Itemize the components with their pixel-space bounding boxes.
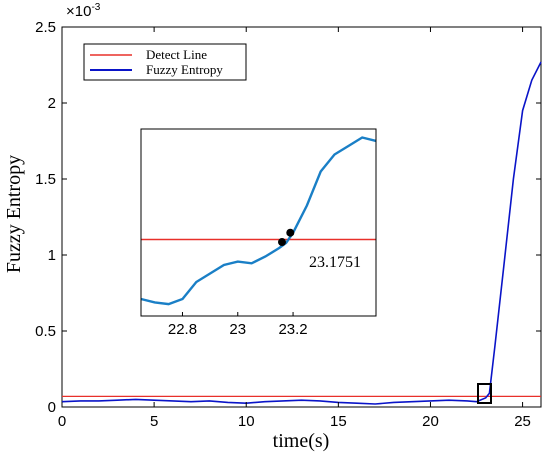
y-tick-label: 2 <box>48 95 56 112</box>
legend: Detect Line Fuzzy Entropy <box>83 43 247 81</box>
legend-fuzzy-entropy-label: Fuzzy Entropy <box>146 62 223 77</box>
y-tick-label: 0.5 <box>35 323 56 340</box>
x-tick-label: 20 <box>422 413 439 430</box>
y-tick-label: 1.5 <box>35 171 56 188</box>
inset-x-tick-label: 22.8 <box>168 321 197 338</box>
x-tick-label: 5 <box>150 413 158 430</box>
zoom-region-box <box>477 383 492 404</box>
main-plot-area: 0 5 10 15 20 25 0 0.5 1 1.5 2 2.5 <box>35 19 542 430</box>
y-axis-label: Fuzzy Entropy <box>3 155 25 273</box>
legend-box <box>83 43 247 81</box>
inset-plot-area: 22.8 23 23.2 <box>140 129 377 338</box>
y-tick-label: 2.5 <box>35 19 56 36</box>
y-tick-label: 0 <box>48 399 56 416</box>
inset-crossing-annotation: 23.1751 <box>309 254 361 271</box>
series-line-fuzzy-entropy <box>61 61 542 405</box>
inset-crossing-marker <box>278 238 286 247</box>
inset-fuzzy-entropy-line <box>140 136 377 306</box>
y-tick-label: 1 <box>48 247 56 264</box>
inset-crossing-marker <box>286 228 295 237</box>
x-tick-label: 10 <box>238 413 255 430</box>
x-axis-label: time(s) <box>273 430 330 452</box>
inset-x-tick-label: 23 <box>229 321 246 338</box>
inset-background <box>141 129 376 316</box>
y-scale-multiplier: ×10-3 <box>66 2 101 20</box>
inset-x-tick-label: 23.2 <box>278 321 307 338</box>
main-axes-frame <box>61 26 542 408</box>
x-tick-label: 0 <box>58 413 66 430</box>
x-tick-label: 25 <box>514 413 531 430</box>
inset-axes-frame <box>140 128 377 317</box>
x-tick-label: 15 <box>330 413 347 430</box>
legend-detect-line-label: Detect Line <box>146 47 207 62</box>
